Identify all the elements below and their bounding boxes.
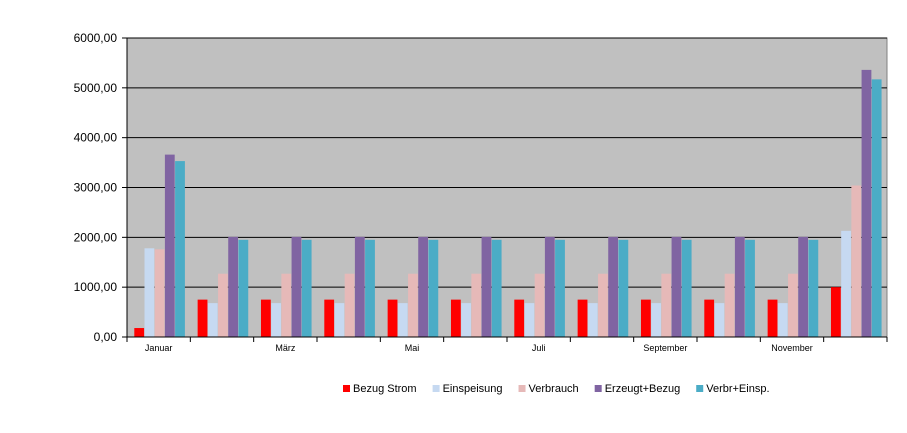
bar — [344, 273, 355, 337]
bar — [734, 236, 745, 337]
y-tick-label: 4000,00 — [74, 131, 118, 145]
bar — [745, 239, 755, 337]
bar — [218, 273, 228, 337]
y-tick-label: 0,00 — [94, 330, 118, 344]
legend-swatch — [432, 385, 440, 392]
legend-swatch — [343, 385, 350, 392]
bar — [544, 236, 555, 337]
bar — [334, 303, 345, 337]
bar — [534, 273, 545, 337]
bar — [450, 299, 461, 337]
bar — [651, 303, 661, 337]
bar — [788, 273, 798, 337]
y-axis-ticks: 0,00 1000,00 2000,00 3000,00 4000,00 5000,00 6… — [74, 31, 127, 344]
legend-label: Erzeugt+Bezug — [605, 383, 681, 395]
bar — [408, 273, 418, 337]
y-tick-label: 1000,00 — [74, 280, 118, 294]
x-tick-label: Januar — [145, 343, 173, 353]
legend-swatch — [518, 385, 526, 392]
x-tick-label: November — [771, 343, 813, 353]
bar — [681, 239, 692, 337]
bar — [175, 161, 185, 337]
legend-label: Einspeisung — [443, 383, 503, 395]
bar — [767, 299, 778, 337]
bar — [324, 299, 335, 337]
legend-label: Verbrauch — [529, 383, 579, 395]
x-tick-label: Mai — [405, 343, 420, 353]
bar — [365, 239, 375, 337]
bar — [830, 287, 841, 337]
bar — [281, 273, 292, 337]
x-tick-label: März — [275, 343, 295, 353]
bar — [714, 303, 725, 337]
legend-label: Bezug Strom — [353, 383, 417, 395]
bar — [661, 273, 672, 337]
bar — [397, 303, 408, 337]
bar — [491, 239, 502, 337]
legend-swatch — [696, 385, 704, 392]
bar — [387, 299, 398, 337]
bar — [134, 328, 145, 337]
bar — [640, 299, 651, 337]
legend-label: Verbr+Einsp. — [706, 383, 769, 395]
bar — [524, 303, 535, 337]
bar — [354, 236, 365, 337]
bar — [271, 303, 281, 337]
bar — [144, 248, 155, 337]
bar — [228, 236, 239, 337]
bar — [481, 236, 492, 337]
bar — [841, 230, 851, 337]
bar — [577, 299, 588, 337]
x-tick-label: Juli — [532, 343, 546, 353]
bar — [871, 79, 882, 337]
bar — [428, 239, 439, 337]
legend-swatch — [594, 385, 602, 392]
bar — [861, 69, 872, 337]
bar — [704, 299, 715, 337]
bars — [134, 69, 882, 337]
y-tick-label: 5000,00 — [74, 81, 118, 95]
x-axis-ticks: Januar März Mai Juli September November — [126, 337, 888, 353]
y-tick-label: 3000,00 — [74, 181, 118, 195]
bar — [798, 236, 809, 337]
bar — [618, 239, 629, 337]
bar — [777, 303, 788, 337]
bar — [238, 239, 249, 337]
bar — [671, 236, 682, 337]
bar — [154, 249, 165, 337]
x-tick-label: September — [643, 343, 687, 353]
bar — [461, 303, 471, 337]
bar — [608, 236, 619, 337]
grid-lines — [127, 37, 887, 288]
bar — [555, 239, 565, 337]
bar — [207, 303, 218, 337]
y-tick-label: 2000,00 — [74, 230, 118, 244]
bar — [598, 273, 608, 337]
bar — [301, 239, 312, 337]
bar — [164, 154, 175, 337]
bar — [471, 273, 482, 337]
bar — [260, 299, 271, 337]
y-tick-label: 6000,00 — [74, 31, 118, 45]
bar — [197, 299, 208, 337]
bar — [514, 299, 525, 337]
bar — [587, 303, 598, 337]
bar — [418, 236, 429, 337]
bar — [851, 185, 862, 337]
bar — [724, 273, 735, 337]
bar — [291, 236, 302, 337]
bar — [808, 239, 819, 337]
legend: Bezug Strom Einspeisung Verbrauch Erzeugt+B… — [343, 383, 770, 395]
